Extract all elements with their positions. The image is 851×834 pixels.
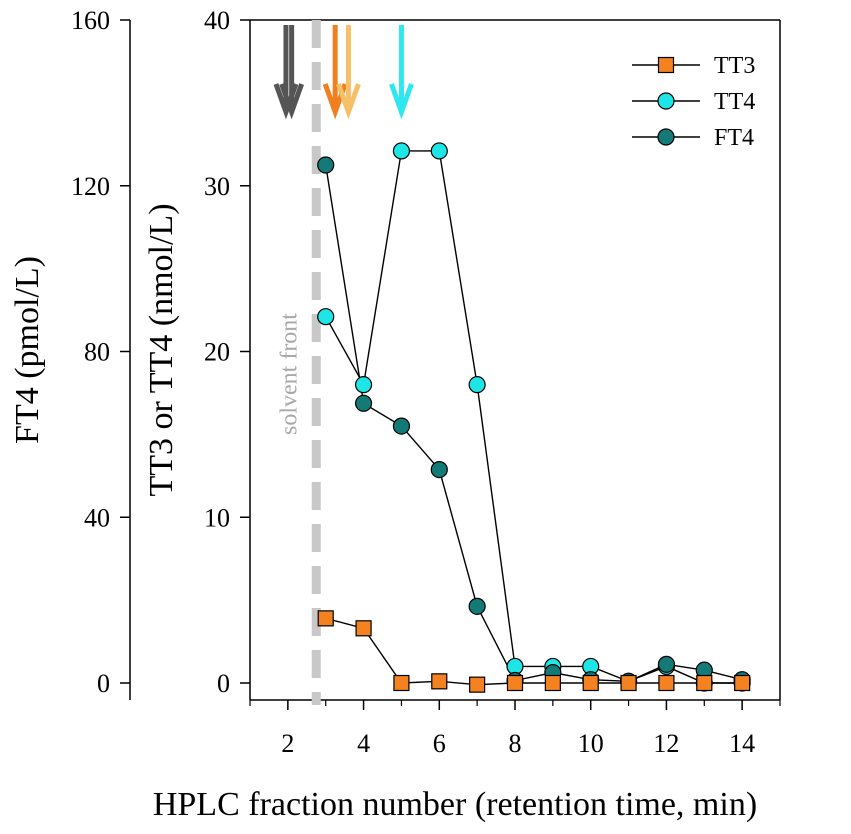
arrow-head bbox=[279, 83, 304, 120]
point-tt3 bbox=[696, 674, 713, 692]
x-tick-label: 4 bbox=[357, 729, 370, 758]
x-tick-label: 6 bbox=[433, 729, 446, 758]
series-markers bbox=[317, 142, 751, 693]
legend: TT3 TT4 FT4 bbox=[632, 53, 755, 151]
point-tt4 bbox=[392, 142, 411, 160]
right-y-tick-label: 30 bbox=[204, 172, 230, 201]
point-tt3 bbox=[431, 673, 448, 690]
point-tt3 bbox=[317, 610, 334, 627]
point-ft4 bbox=[317, 156, 335, 174]
series-line-tt4 bbox=[325, 150, 743, 684]
point-ft4 bbox=[657, 655, 676, 673]
right-y-axis-title: TT3 or TT4 (nmol/L) bbox=[143, 203, 180, 496]
point-ft4 bbox=[430, 460, 448, 479]
axis-titles: HPLC fraction number (retention time, mi… bbox=[9, 203, 757, 823]
legend-marker-tt3 bbox=[657, 56, 675, 74]
left-y-axis-title: FT4 (pmol/L) bbox=[9, 256, 46, 444]
x-tick-label: 14 bbox=[729, 729, 755, 758]
x-axis-title: HPLC fraction number (retention time, mi… bbox=[153, 786, 757, 823]
point-tt4 bbox=[468, 376, 486, 394]
series-line-tt3 bbox=[325, 617, 743, 686]
legend-label-ft4: FT4 bbox=[714, 125, 754, 151]
legend-label-tt3: TT3 bbox=[714, 53, 755, 79]
point-tt3 bbox=[620, 674, 637, 692]
point-tt3 bbox=[506, 674, 524, 692]
left-y-tick-label: 0 bbox=[97, 669, 110, 698]
x-tick-label: 10 bbox=[578, 729, 604, 758]
point-tt4 bbox=[430, 142, 448, 160]
point-ft4 bbox=[354, 394, 373, 412]
legend-label-tt4: TT4 bbox=[714, 89, 755, 115]
point-tt4 bbox=[354, 376, 373, 394]
point-ft4 bbox=[468, 597, 486, 615]
right-y-tick-label: 20 bbox=[204, 338, 230, 367]
left-y-tick-label: 160 bbox=[71, 6, 110, 35]
left-y-tick-label: 40 bbox=[84, 503, 110, 532]
x-tick-label: 2 bbox=[281, 729, 294, 758]
arrow-head bbox=[336, 83, 361, 120]
right-y-tick-label: 40 bbox=[204, 6, 230, 35]
point-tt3 bbox=[658, 674, 675, 692]
x-tick-label: 8 bbox=[509, 729, 522, 758]
legend-marker-tt4 bbox=[657, 92, 675, 110]
point-tt3 bbox=[469, 676, 486, 693]
solvent-front-layer: solvent front bbox=[276, 20, 321, 705]
axis-ticks: 2 4 6 8 10 12 14 0 10 20 30 40 0 40 80 120 160 bbox=[71, 6, 781, 758]
solvent-front-label: solvent front bbox=[276, 313, 302, 435]
left-y-tick-label: 80 bbox=[84, 338, 110, 367]
series-line-ft4 bbox=[325, 164, 743, 683]
right-y-tick-label: 0 bbox=[217, 669, 230, 698]
point-tt3 bbox=[355, 620, 372, 637]
legend-marker-ft4 bbox=[657, 128, 675, 146]
point-ft4 bbox=[392, 417, 411, 435]
series-lines bbox=[325, 150, 743, 686]
point-tt3 bbox=[582, 674, 599, 692]
x-tick-label: 12 bbox=[653, 729, 679, 758]
right-y-tick-label: 10 bbox=[204, 503, 230, 532]
point-tt3 bbox=[393, 674, 410, 692]
point-tt3 bbox=[734, 674, 751, 692]
fraction-arrows bbox=[273, 25, 414, 120]
left-y-tick-label: 120 bbox=[71, 172, 110, 201]
point-tt3 bbox=[544, 674, 561, 692]
arrow-head bbox=[389, 83, 414, 120]
point-tt4 bbox=[317, 308, 335, 326]
